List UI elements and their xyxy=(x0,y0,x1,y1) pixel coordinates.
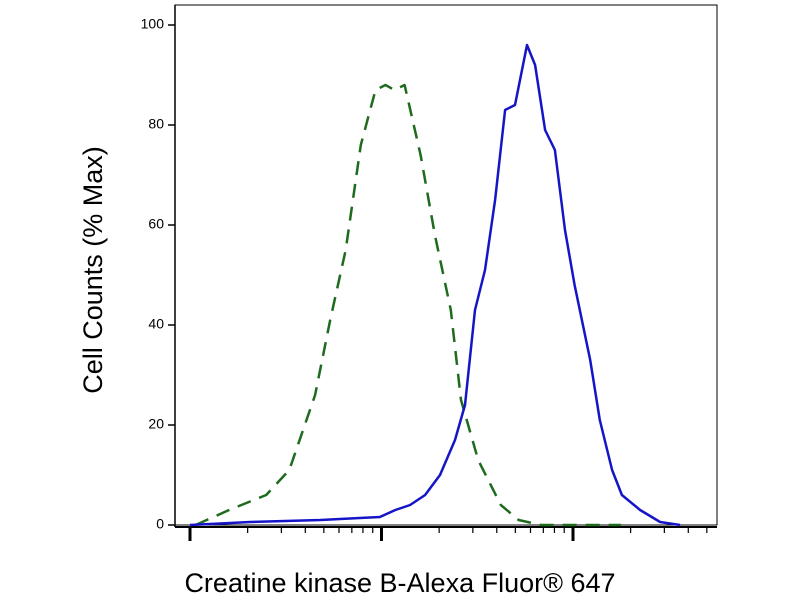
plot-frame xyxy=(174,4,718,526)
y-tick-label: 80 xyxy=(148,116,164,132)
histogram-line xyxy=(189,43,681,527)
x-axis-title: Creatine kinase B-Alexa Fluor® 647 xyxy=(184,568,615,598)
y-axis-title: Cell Counts (% Max) xyxy=(78,146,108,394)
histogram-line xyxy=(195,83,621,527)
y-tick-label: 20 xyxy=(148,416,164,432)
y-tick-label: 0 xyxy=(156,516,164,532)
y-tick-label: 100 xyxy=(141,16,165,32)
y-tick-label: 60 xyxy=(148,216,164,232)
y-tick-label: 40 xyxy=(148,316,164,332)
